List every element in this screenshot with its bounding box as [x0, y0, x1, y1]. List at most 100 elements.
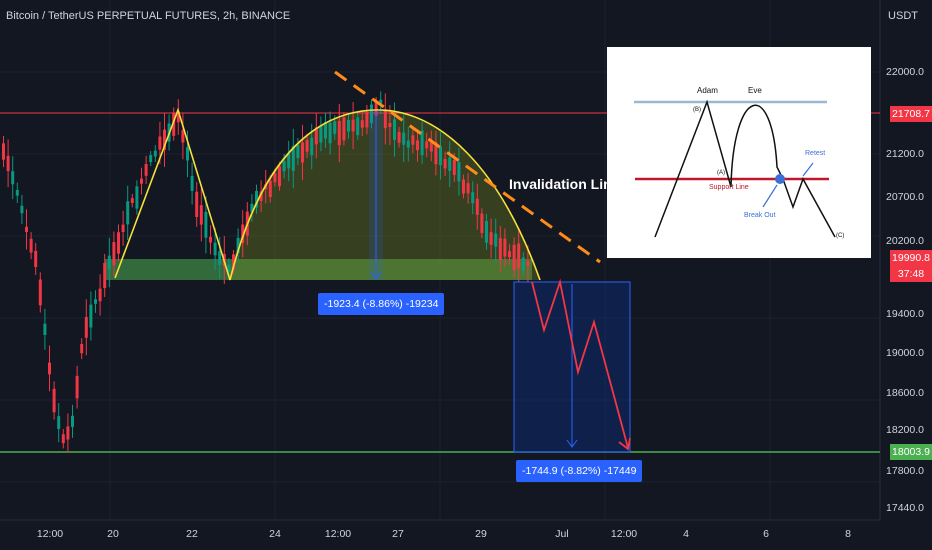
candle-body — [328, 122, 332, 144]
candle-body — [411, 135, 415, 145]
candle-body — [278, 166, 281, 187]
candle-body — [471, 192, 475, 204]
x-tick: 4 — [683, 528, 689, 540]
candle-body — [310, 137, 314, 156]
candle-body — [11, 171, 15, 185]
x-tick: Jul — [555, 528, 569, 540]
x-tick: 27 — [392, 528, 404, 540]
candle-body — [117, 232, 120, 254]
candle-body — [402, 132, 406, 145]
chart-title: Bitcoin / TetherUS PERPETUAL FUTURES, 2h… — [6, 10, 291, 22]
candle-body — [273, 173, 277, 183]
candle-body — [448, 157, 452, 171]
candle-body — [227, 264, 231, 272]
candle-body — [20, 205, 24, 214]
measure-top-label: -1923.4 (-8.86%) -19234 — [318, 293, 445, 315]
candle-body — [429, 140, 433, 152]
candle-body — [52, 388, 56, 413]
candle-body — [89, 304, 93, 328]
inset-c-label: (C) — [836, 233, 844, 239]
candle-body — [406, 140, 410, 148]
candle-body — [213, 242, 217, 256]
y-tick: 22000.0 — [886, 66, 924, 78]
current-price-badge: 19990.8 — [890, 250, 932, 266]
candle-body — [319, 125, 323, 143]
candle-body — [80, 344, 84, 354]
candle-body — [314, 127, 318, 145]
candle-body — [153, 150, 157, 157]
candle-body — [305, 139, 309, 152]
candle-body — [250, 203, 254, 212]
candle-body — [107, 255, 111, 270]
projection-path[interactable] — [531, 278, 629, 449]
candle-body — [144, 163, 148, 176]
candle-body — [61, 434, 65, 444]
candle-body — [475, 198, 479, 215]
candle-body — [337, 120, 341, 146]
candle-body — [462, 179, 465, 194]
candle-body — [121, 224, 125, 233]
target-price-badge: 18003.9 — [890, 444, 932, 460]
candle-body — [48, 362, 51, 375]
adam-eve-pattern-inset: Adam Eve (B) (A) Support Line Retest Bre… — [607, 47, 871, 258]
candle-body — [181, 130, 185, 143]
candle-body — [434, 142, 438, 165]
invalidation-line[interactable] — [334, 70, 601, 264]
candle-body — [420, 130, 424, 156]
candle-body — [517, 243, 521, 269]
candle-body — [236, 237, 240, 254]
candle-body — [443, 158, 447, 169]
candle-body — [379, 99, 383, 106]
candle-body — [25, 226, 28, 232]
candle-body — [6, 155, 10, 171]
neckline-zone[interactable] — [105, 259, 532, 280]
candle-body — [190, 175, 194, 191]
inset-retest-label: Retest — [805, 150, 825, 157]
eve-pattern-line[interactable] — [229, 109, 541, 281]
candle-body — [255, 190, 258, 208]
candle-body — [38, 279, 42, 306]
candle-body — [356, 117, 360, 136]
y-tick: 19000.0 — [886, 347, 924, 359]
inset-breakout-label: Break Out — [744, 212, 776, 219]
candle-body — [172, 112, 176, 136]
candle-body — [457, 162, 461, 182]
y-tick: 17800.0 — [886, 465, 924, 477]
candle-body — [324, 122, 327, 139]
candle-body — [485, 221, 488, 243]
candle-body — [158, 136, 162, 150]
candle-body — [370, 104, 373, 124]
candle-body — [374, 101, 378, 116]
candle-body — [98, 288, 102, 302]
candle-body — [347, 119, 350, 132]
x-tick: 22 — [186, 528, 198, 540]
x-tick: 29 — [475, 528, 487, 540]
candle-body — [218, 251, 222, 265]
candle-body — [360, 120, 364, 128]
candle-body — [29, 238, 33, 253]
candle-body — [186, 147, 189, 161]
rounded-top-fill — [228, 110, 540, 280]
candle-body — [480, 213, 484, 233]
candle-body — [259, 191, 263, 201]
candle-body — [75, 375, 79, 399]
candle-body — [287, 153, 291, 169]
inset-adam-label: Adam — [697, 86, 718, 95]
inset-b-label: (B) — [693, 107, 701, 113]
y-tick: 20200.0 — [886, 235, 924, 247]
inset-a-label: (A) — [717, 170, 725, 176]
candle-body — [34, 250, 38, 267]
adam-pattern-line[interactable] — [114, 107, 231, 281]
inset-diagram: Adam Eve (B) (A) Support Line Retest Bre… — [634, 86, 844, 239]
inset-support-label: Support Line — [709, 184, 749, 191]
candle-body — [71, 415, 74, 427]
candle-body — [66, 426, 70, 440]
candle-body — [393, 119, 396, 140]
candle-body — [342, 117, 346, 141]
resistance-price-badge: 21708.7 — [890, 106, 932, 122]
candle-body — [140, 178, 143, 184]
candle-body — [43, 323, 47, 335]
candle-body — [15, 189, 19, 196]
candle-body — [126, 201, 130, 225]
